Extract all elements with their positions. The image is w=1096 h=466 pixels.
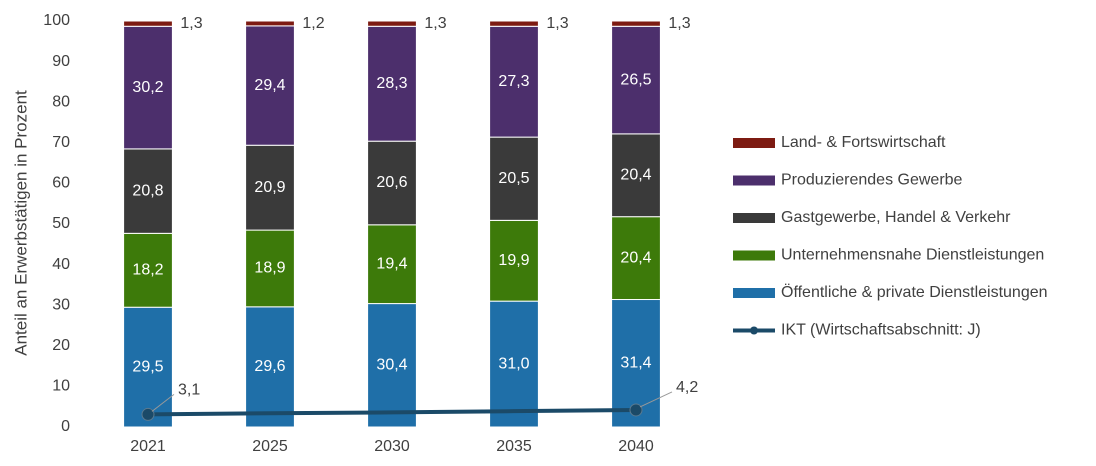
value-label: 29,5 [132, 358, 163, 375]
y-tick-label: 40 [52, 256, 70, 273]
bar-segment [245, 229, 295, 308]
value-label: 20,5 [498, 170, 529, 187]
legend-swatch [733, 288, 775, 298]
value-label: 20,4 [620, 249, 651, 266]
y-tick-label: 10 [52, 378, 70, 395]
value-label: 19,9 [498, 252, 529, 269]
line-marker [629, 403, 643, 417]
y-tick-label: 90 [52, 53, 70, 70]
bar-segment [489, 136, 539, 221]
value-label: 1,3 [668, 15, 690, 32]
bar-segment [123, 306, 173, 428]
line-marker [141, 407, 155, 421]
y-tick-label: 70 [52, 134, 70, 151]
value-label: 26,5 [620, 71, 651, 88]
x-tick-label: 2040 [618, 438, 654, 455]
value-label: 27,3 [498, 73, 529, 90]
bar-segment [123, 232, 173, 308]
legend-label: IKT (Wirtschaftsabschnitt: J) [781, 322, 981, 339]
y-tick-label: 50 [52, 215, 70, 232]
y-tick-label: 30 [52, 296, 70, 313]
bar-segment [367, 303, 417, 428]
value-label: 20,4 [620, 166, 651, 183]
bar-segment [245, 144, 295, 231]
bar-segment [489, 20, 539, 27]
legend-label: Unternehmensnahe Dienstleistungen [781, 247, 1044, 264]
bar-segment [611, 20, 661, 27]
value-label: 20,8 [132, 182, 163, 199]
legend-swatch [733, 175, 775, 186]
bar-segment [611, 133, 661, 218]
bar-segment [611, 25, 661, 135]
bar-segment [489, 25, 539, 138]
value-label: 29,4 [254, 77, 285, 94]
value-label: 1,2 [302, 15, 324, 32]
legend-label: Produzierendes Gewerbe [781, 172, 963, 189]
x-tick-label: 2030 [374, 438, 410, 455]
value-label: 18,2 [132, 262, 163, 279]
bar-segment [123, 25, 173, 150]
y-tick-label: 100 [43, 12, 70, 29]
value-label: 31,0 [498, 355, 529, 372]
bar-segment [245, 25, 295, 146]
value-label: 1,3 [546, 15, 568, 32]
bar-segment [367, 25, 417, 142]
bar-segment [489, 300, 539, 428]
legend-label: Öffentliche & private Dienstleistungen [781, 283, 1048, 301]
value-label: 31,4 [620, 354, 651, 371]
bar-segment [123, 20, 173, 27]
bar-segment [611, 216, 661, 301]
legend-label: Land- & Fortswirtschaft [781, 134, 946, 151]
x-tick-label: 2025 [252, 438, 288, 455]
bar-segment [367, 140, 417, 226]
bar-segment [367, 20, 417, 27]
y-tick-label: 20 [52, 337, 70, 354]
y-axis-label: Anteil an Erwerbstätigen in Prozent [11, 90, 30, 356]
value-label: 1,3 [180, 15, 202, 32]
bar-segment [367, 224, 417, 305]
y-tick-label: 80 [52, 93, 70, 110]
value-label: 20,9 [254, 179, 285, 196]
legend-swatch [733, 138, 775, 148]
value-label: 28,3 [376, 75, 407, 92]
legend-label: Gastgewerbe, Handel & Verkehr [781, 209, 1011, 226]
value-label: 20,6 [376, 174, 407, 191]
value-label: 19,4 [376, 255, 407, 272]
value-label: 18,9 [254, 260, 285, 277]
leader-line [151, 394, 175, 412]
y-tick-label: 0 [61, 418, 70, 435]
value-label: 30,2 [132, 79, 163, 96]
line-value-label: 4,2 [676, 379, 698, 396]
legend-marker [750, 326, 758, 335]
value-label: 1,3 [424, 15, 446, 32]
leader-line [639, 391, 673, 408]
bar-segment [245, 306, 295, 428]
legend-swatch [733, 250, 775, 261]
value-label: 30,4 [376, 357, 407, 374]
line-series [147, 407, 637, 417]
y-tick-label: 60 [52, 175, 70, 192]
x-tick-label: 2035 [496, 438, 532, 455]
line-value-label: 3,1 [178, 382, 200, 399]
legend-swatch [733, 213, 775, 223]
bar-segment [245, 20, 295, 27]
value-label: 29,6 [254, 358, 285, 375]
x-tick-label: 2021 [130, 438, 166, 455]
